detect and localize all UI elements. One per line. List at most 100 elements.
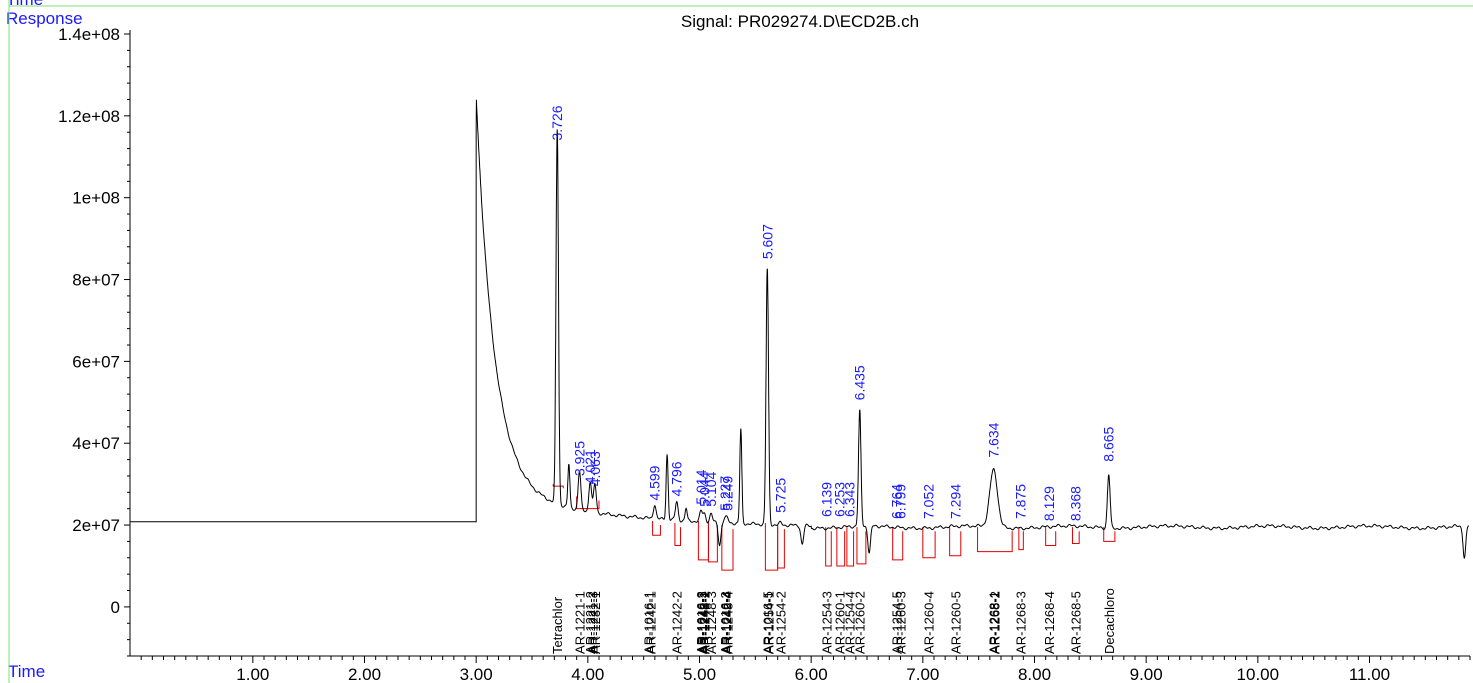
integration-baseline xyxy=(721,525,734,571)
integration-baseline xyxy=(977,527,1013,553)
compound-label: AR-1221-1 xyxy=(572,591,587,654)
compound-label: AR-1268-5 xyxy=(1069,591,1084,654)
peak-label: 6.435 xyxy=(852,365,868,400)
compound-label: AR-1232-1 xyxy=(588,591,603,654)
integration-baseline xyxy=(552,484,564,489)
compound-label: AR-1260-3 xyxy=(893,591,908,654)
compound-label: AR-1260-5 xyxy=(949,591,964,654)
peak-label: 7.052 xyxy=(921,484,937,519)
integration-baseline xyxy=(836,527,846,567)
peak-label: 7.294 xyxy=(948,484,964,519)
compound-label: AR-1242-3 xyxy=(695,591,710,654)
integration-baseline xyxy=(892,527,904,561)
compound-label: AR-1016-5 xyxy=(760,591,775,654)
x-tick-label: 7.00 xyxy=(906,665,939,683)
compound-label: AR-1254-1 xyxy=(761,591,776,654)
compound-label: AR-1221-2 xyxy=(583,591,598,654)
compound-label: Decachloro xyxy=(1102,588,1117,654)
x-tick-label: 10.00 xyxy=(1237,665,1280,683)
compound-label: AR-1242-4 xyxy=(719,591,734,654)
compound-label: AR-1242-2 xyxy=(670,591,685,654)
y-axis-title: Response xyxy=(6,9,83,28)
integration-baseline xyxy=(764,523,779,571)
compound-label: AR-1268-1 xyxy=(987,591,1002,654)
compound-label: AR-1221-3 xyxy=(585,591,600,654)
peak-label: 5.014 xyxy=(693,469,709,504)
compound-label: AR-1260-4 xyxy=(922,591,937,654)
integration-baseline xyxy=(949,527,962,557)
chart-title: Signal: PR029274.D\ECD2B.ch xyxy=(681,12,919,31)
integration-baseline xyxy=(707,520,718,563)
x-tick-label: 6.00 xyxy=(795,665,828,683)
integration-baseline xyxy=(777,525,785,569)
compound-label: AR-1260-1 xyxy=(832,591,847,654)
integration-baseline xyxy=(652,520,661,536)
integration-baseline xyxy=(674,523,682,547)
peak-label: 4.796 xyxy=(669,461,685,496)
integration-baseline xyxy=(1071,527,1080,544)
compound-label: AR-1248-4 xyxy=(720,591,735,654)
x-tick-label: 11.00 xyxy=(1349,665,1390,683)
compound-label: AR-1268-2 xyxy=(988,591,1003,654)
peak-label: 6.253 xyxy=(831,482,847,517)
integration-baseline xyxy=(846,527,855,567)
integration-baseline xyxy=(1018,527,1024,551)
compound-label: Tetrachlor xyxy=(550,596,565,654)
integration-baseline xyxy=(825,527,832,567)
y-tick-label: 6e+07 xyxy=(72,352,120,371)
signal-trace xyxy=(130,99,1469,559)
y-tick-label: 4e+07 xyxy=(72,434,120,453)
x-axis-title: Time xyxy=(8,662,46,681)
peak-label: 3.726 xyxy=(549,105,565,140)
integration-baseline xyxy=(856,527,867,565)
compound-label: AR-1268-3 xyxy=(1014,591,1029,654)
peak-label: 8.665 xyxy=(1101,426,1117,461)
compound-label: AR-1016-1 xyxy=(642,591,657,654)
x-tick-label: 2.00 xyxy=(348,665,381,683)
compound-label: AR-1254-5 xyxy=(889,591,904,654)
compound-label: AR-1260-2 xyxy=(853,591,868,654)
x-tick-label: 9.00 xyxy=(1130,665,1163,683)
peak-label: 5.249 xyxy=(719,476,735,511)
x-tick-label: 8.00 xyxy=(1018,665,1051,683)
peak-label: 6.343 xyxy=(841,482,857,517)
peak-label: 5.227 xyxy=(717,476,733,511)
peak-label: 7.875 xyxy=(1013,484,1029,519)
peak-label: 5.607 xyxy=(759,224,775,259)
peak-label: 8.368 xyxy=(1068,486,1084,521)
peak-label: 5.725 xyxy=(772,478,788,513)
peak-label: 6.764 xyxy=(888,484,904,519)
peak-label: 4.599 xyxy=(647,465,663,500)
integration-baseline xyxy=(922,527,936,559)
peak-label: 5.044 xyxy=(696,471,712,506)
integration-baseline xyxy=(697,520,709,561)
x-tick-label: 1.00 xyxy=(236,665,269,683)
peak-label: 6.799 xyxy=(892,484,908,519)
x-tick-label: 5.00 xyxy=(683,665,716,683)
compound-label: AR-1016-3 xyxy=(718,591,733,654)
peak-label: 4.063 xyxy=(587,451,603,486)
y-tick-label: 2e+07 xyxy=(72,516,120,535)
y-tick-label: 8e+07 xyxy=(72,271,120,290)
compound-label: AR-1248-3 xyxy=(704,591,719,654)
y-tick-label: 1.2e+08 xyxy=(58,107,120,126)
peak-label: 8.129 xyxy=(1041,486,1057,521)
peak-label: 3.925 xyxy=(571,441,587,476)
top-time-label: Time xyxy=(6,0,43,10)
y-tick-label: 1.4e+08 xyxy=(58,25,120,44)
peak-label: 6.139 xyxy=(819,482,835,517)
compound-label: AR-1248-1 xyxy=(696,591,711,654)
peak-label: 7.634 xyxy=(986,422,1002,457)
compound-label: AR-1248-2 xyxy=(697,591,712,654)
compound-label: AR-1254-2 xyxy=(773,591,788,654)
peak-label: 4.021 xyxy=(582,449,598,484)
compound-label: AR-1268-4 xyxy=(1042,591,1057,654)
integration-baseline xyxy=(1045,527,1057,547)
compound-label: AR-1254-3 xyxy=(820,591,835,654)
compound-label: AR-1016-2 xyxy=(694,591,709,654)
compound-label: AR-1254-4 xyxy=(842,591,857,654)
integration-baseline xyxy=(1103,527,1116,542)
y-tick-label: 1e+08 xyxy=(72,189,120,208)
